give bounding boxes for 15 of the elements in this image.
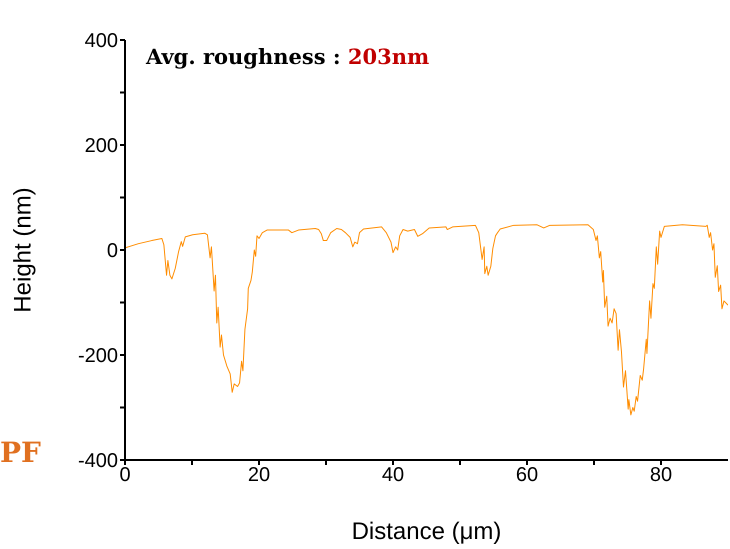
x-axis-title: Distance (μm) bbox=[352, 518, 502, 545]
y-axis-title: Height (nm) bbox=[10, 187, 37, 313]
x-tick-label: 60 bbox=[516, 464, 538, 486]
x-tick-label: 80 bbox=[650, 464, 672, 486]
y-tick-label: 0 bbox=[106, 240, 118, 262]
line-series bbox=[125, 224, 728, 416]
annotation: Avg. roughness : bbox=[146, 44, 342, 69]
annotation: 203nm bbox=[348, 44, 430, 69]
text: PF bbox=[0, 436, 41, 469]
y-tick-label: -400 bbox=[78, 450, 118, 472]
x-tick-label: 20 bbox=[248, 464, 270, 486]
y-tick-label: -200 bbox=[78, 345, 118, 368]
y-tick-label: 200 bbox=[84, 135, 118, 158]
x-tick-label: 40 bbox=[382, 464, 404, 486]
y-tick-label: 400 bbox=[84, 30, 118, 52]
